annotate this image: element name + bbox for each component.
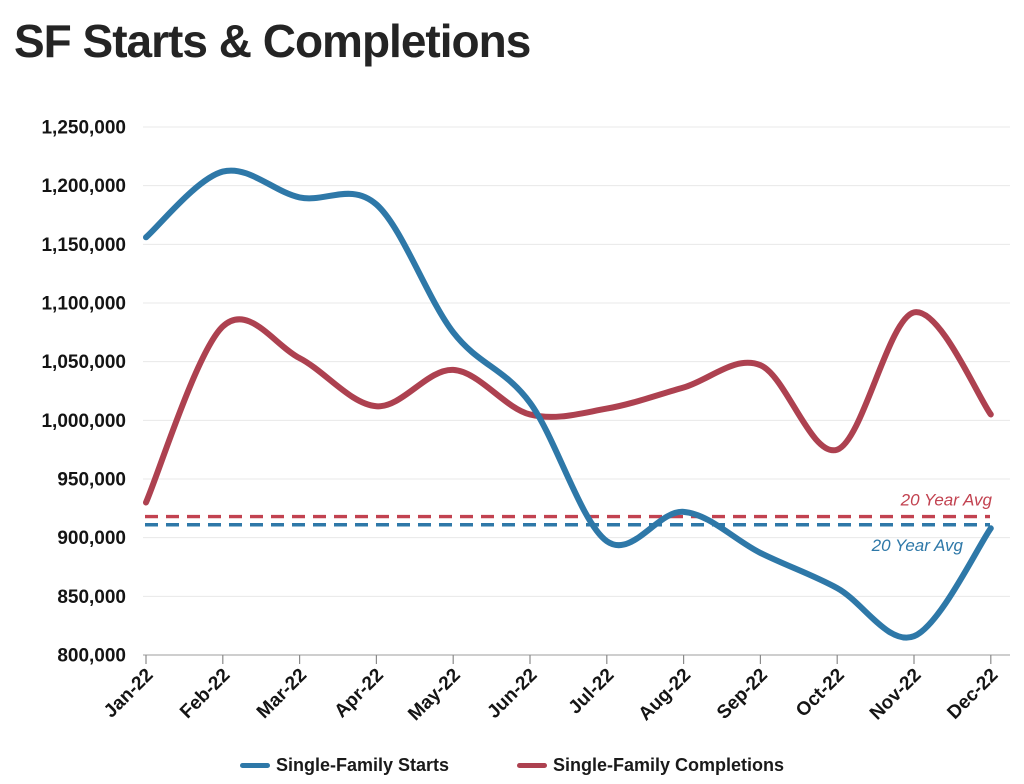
legend-label-completions: Single-Family Completions <box>553 755 785 775</box>
x-tick-label: Jun-22 <box>483 665 541 723</box>
x-tick-label: Aug-22 <box>635 665 695 725</box>
x-tick-label: Apr-22 <box>331 665 388 722</box>
y-tick-label: 1,250,000 <box>41 118 126 139</box>
legend-item-completions: Single-Family Completions <box>517 755 784 776</box>
chart-legend: Single-Family Starts Single-Family Compl… <box>0 755 1024 776</box>
y-tick-label: 1,150,000 <box>41 235 126 256</box>
y-tick-label: 900,000 <box>57 528 126 549</box>
x-tick-label: Sep-22 <box>713 665 772 724</box>
x-tick-label: Jan-22 <box>100 665 157 722</box>
y-tick-label: 850,000 <box>57 587 126 608</box>
starts-line-swatch-icon <box>239 763 270 768</box>
completions-line-swatch-icon <box>517 763 548 768</box>
series-line-single-family-completions <box>143 309 994 506</box>
y-tick-label: 1,200,000 <box>41 176 126 197</box>
y-tick-label: 950,000 <box>57 470 126 491</box>
x-tick-label: Oct-22 <box>792 665 849 722</box>
legend-label-starts: Single-Family Starts <box>275 755 450 775</box>
x-tick-label: Nov-22 <box>866 665 926 725</box>
x-tick-label: Feb-22 <box>176 665 234 723</box>
y-tick-label: 1,050,000 <box>41 352 126 373</box>
legend-item-starts: Single-Family Starts <box>239 755 450 776</box>
x-tick-label: Mar-22 <box>253 665 311 723</box>
y-tick-label: 1,100,000 <box>41 294 126 315</box>
reference-line-label-completions: 20 Year Avg <box>900 491 993 510</box>
y-tick-label: 800,000 <box>57 646 126 667</box>
x-tick-label: Jul-22 <box>565 665 619 719</box>
x-tick-label: Dec-22 <box>943 665 1002 724</box>
x-tick-label: May-22 <box>404 665 464 725</box>
chart-title: SF Starts & Completions <box>14 15 531 67</box>
y-tick-label: 1,000,000 <box>41 411 126 432</box>
reference-line-label-starts: 20 Year Avg <box>871 536 964 555</box>
series-line-single-family-starts <box>143 167 994 641</box>
